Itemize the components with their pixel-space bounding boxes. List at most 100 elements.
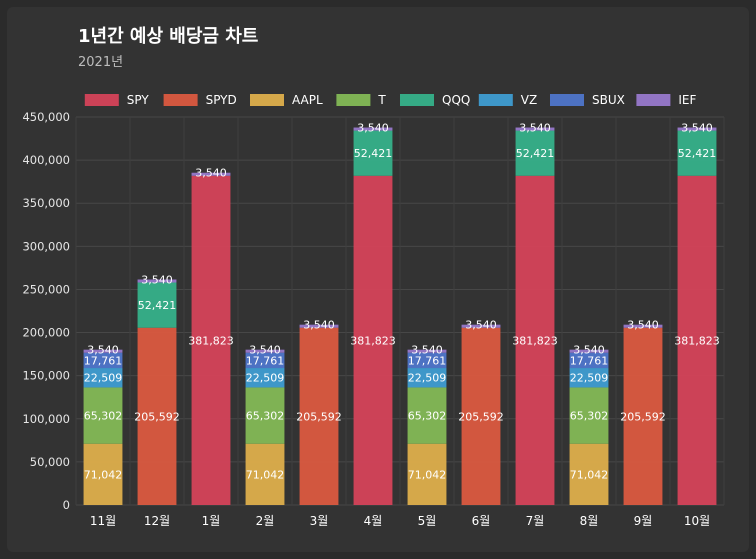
y-tick-label: 200,000: [22, 326, 70, 340]
data-label: 205,592: [134, 410, 180, 423]
x-tick-label: 3월: [310, 514, 329, 528]
bar-segment-qqq: [137, 282, 177, 328]
x-tick-label: 5월: [418, 514, 437, 528]
bar-segment-aapl: [245, 443, 285, 505]
legend-label: AAPL: [292, 93, 323, 107]
bar-segment-aapl: [569, 443, 609, 505]
bar-segment-t: [83, 387, 123, 444]
bar-segment-ief: [461, 324, 501, 328]
bar-segment-spy: [191, 175, 231, 505]
legend-item-qqq[interactable]: QQQ: [400, 93, 470, 107]
bar-segment-vz: [407, 368, 447, 388]
chart-subtitle: 2021년: [78, 55, 124, 70]
legend-label: SBUX: [592, 93, 625, 107]
bar-segment-ief: [137, 279, 177, 283]
legend-label: T: [377, 93, 386, 107]
bar-segment-ief: [83, 349, 123, 353]
legend: SPY SPYD AAPL T QQQ VZ SBUX IEF: [84, 93, 697, 107]
data-label: 205,592: [620, 410, 666, 423]
legend-item-vz[interactable]: VZ: [478, 93, 537, 107]
bar-segment-aapl: [83, 443, 123, 505]
data-label: 3,540: [465, 319, 497, 332]
x-tick-label: 4월: [364, 514, 383, 528]
y-tick-label: 250,000: [22, 282, 70, 296]
bar-segment-t: [569, 387, 609, 444]
data-label: 52,421: [354, 147, 393, 160]
legend-swatch: [250, 94, 284, 106]
x-tick-label: 10월: [684, 514, 710, 528]
legend-item-spyd[interactable]: SPYD: [163, 93, 237, 107]
bar-segment-vz: [569, 368, 609, 388]
data-label: 381,823: [512, 334, 558, 347]
legend-swatch: [636, 94, 671, 106]
bar-segment-ief: [407, 349, 447, 353]
data-label: 17,761: [84, 354, 123, 367]
data-label: 52,421: [516, 147, 555, 160]
data-label: 3,540: [303, 319, 335, 332]
bar-segment-spyd: [299, 327, 339, 505]
bar-segment-spy: [515, 175, 555, 505]
bar-segment-qqq: [677, 130, 717, 176]
data-label: 17,761: [408, 354, 447, 367]
bar-segment-t: [245, 387, 285, 444]
data-label: 22,509: [246, 372, 285, 385]
data-label: 52,421: [678, 147, 717, 160]
legend-item-sbux[interactable]: SBUX: [550, 93, 625, 107]
data-label: 65,302: [246, 410, 285, 423]
bar-segment-aapl: [407, 443, 447, 505]
bar-segment-spy: [353, 175, 393, 505]
data-labels-layer: 71,04265,30222,50917,7613,540205,59252,4…: [84, 122, 720, 482]
bar-segment-ief: [677, 127, 717, 131]
data-label: 3,540: [141, 273, 173, 286]
data-label: 3,540: [519, 122, 551, 135]
data-label: 52,421: [138, 299, 177, 312]
legend-label: VZ: [521, 93, 537, 107]
y-tick-label: 100,000: [22, 412, 70, 426]
bar-segment-ief: [353, 127, 393, 131]
legend-swatch: [336, 94, 371, 106]
y-tick-label: 0: [63, 498, 70, 512]
legend-swatch: [163, 94, 198, 106]
legend-item-aapl[interactable]: AAPL: [250, 93, 323, 107]
data-label: 381,823: [188, 334, 234, 347]
data-label: 71,042: [84, 468, 123, 481]
data-label: 3,540: [681, 122, 713, 135]
data-label: 3,540: [357, 122, 389, 135]
chart-title: 1년간 예상 배당금 차트: [78, 26, 259, 47]
legend-item-spy[interactable]: SPY: [84, 93, 150, 107]
bar-segment-t: [407, 387, 447, 444]
bar-segment-sbux: [245, 352, 285, 369]
data-label: 381,823: [674, 334, 720, 347]
bar-segment-sbux: [569, 352, 609, 369]
data-label: 71,042: [408, 468, 447, 481]
legend-label: SPYD: [206, 93, 237, 107]
axis-layer: 0 50,000 100,000 150,000 200,000 250,000 300,0…: [22, 110, 710, 528]
x-tick-label: 8월: [580, 514, 599, 528]
bar-segment-sbux: [407, 352, 447, 369]
data-label: 3,540: [627, 319, 659, 332]
legend-item-t[interactable]: T: [336, 93, 386, 107]
data-label: 65,302: [570, 410, 609, 423]
data-label: 17,761: [246, 354, 285, 367]
bar-segment-ief: [191, 172, 231, 176]
data-label: 205,592: [458, 410, 504, 423]
legend-item-ief[interactable]: IEF: [636, 93, 697, 107]
data-label: 22,509: [408, 372, 447, 385]
bar-segment-qqq: [353, 130, 393, 176]
bar-segment-ief: [623, 324, 663, 328]
data-label: 381,823: [350, 334, 396, 347]
data-label: 3,540: [87, 344, 119, 357]
data-label: 17,761: [570, 354, 609, 367]
legend-swatch: [400, 94, 434, 106]
data-label: 3,540: [573, 344, 605, 357]
legend-label: QQQ: [442, 93, 470, 107]
legend-label: SPY: [127, 93, 150, 107]
x-tick-label: 11월: [90, 514, 116, 528]
x-tick-label: 9월: [634, 514, 653, 528]
x-tick-label: 1월: [202, 514, 221, 528]
data-label: 3,540: [249, 344, 281, 357]
data-label: 65,302: [408, 410, 447, 423]
bar-segment-spyd: [623, 327, 663, 505]
legend-swatch: [478, 94, 513, 106]
